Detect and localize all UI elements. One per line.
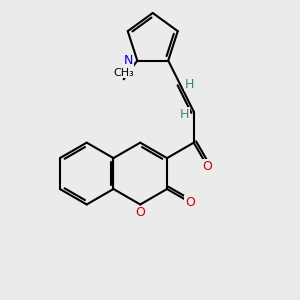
Text: H: H — [185, 78, 194, 91]
Text: O: O — [203, 160, 213, 173]
Text: O: O — [185, 196, 195, 209]
Text: H: H — [180, 108, 190, 121]
Text: CH₃: CH₃ — [113, 68, 134, 78]
Text: N: N — [124, 54, 133, 67]
Text: O: O — [135, 206, 145, 219]
